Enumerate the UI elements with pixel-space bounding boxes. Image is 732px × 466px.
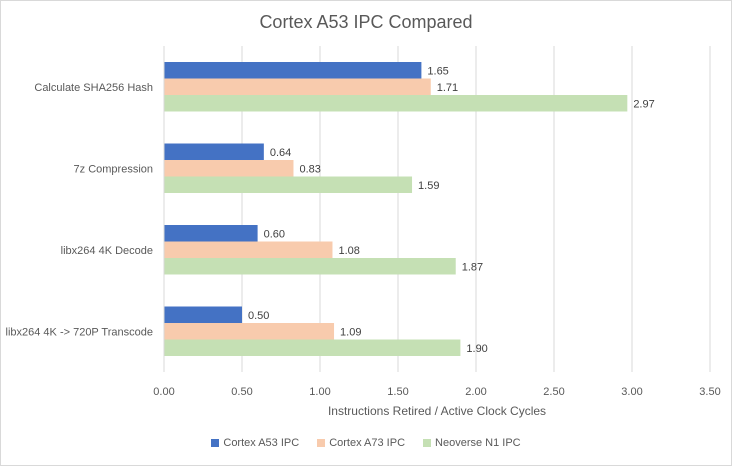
- category-label: libx264 4K Decode: [61, 245, 153, 257]
- category-label: Calculate SHA256 Hash: [34, 82, 153, 94]
- legend-item: Cortex A73 IPC: [317, 437, 405, 449]
- x-tick-label: 1.00: [309, 386, 330, 398]
- category-label: 7z Compression: [74, 163, 153, 175]
- data-label: 1.09: [340, 326, 361, 338]
- bar: [164, 306, 242, 323]
- bar: [164, 339, 461, 356]
- legend-label: Neoverse N1 IPC: [435, 437, 521, 449]
- bar: [164, 241, 333, 258]
- legend: Cortex A53 IPC Cortex A73 IPC Neoverse N1 …: [0, 437, 732, 449]
- x-tick-label: 0.50: [231, 386, 252, 398]
- category-label: libx264 4K -> 720P Transcode: [6, 326, 153, 338]
- data-label: 0.50: [248, 310, 269, 322]
- x-tick-label: 1.50: [387, 386, 408, 398]
- bar: [164, 225, 258, 242]
- data-label: 0.60: [264, 228, 285, 240]
- data-label: 1.65: [427, 65, 448, 77]
- data-label: 2.97: [633, 98, 654, 110]
- legend-item: Neoverse N1 IPC: [423, 437, 521, 449]
- data-label: 0.83: [299, 163, 320, 175]
- bar: [164, 95, 628, 112]
- bar: [164, 160, 294, 177]
- x-tick-label: 2.00: [465, 386, 486, 398]
- legend-label: Cortex A53 IPC: [223, 437, 300, 449]
- bar: [164, 62, 422, 79]
- legend-swatch: [317, 439, 326, 447]
- legend-swatch: [211, 439, 220, 447]
- legend-swatch: [423, 439, 432, 447]
- data-label: 1.71: [437, 82, 458, 94]
- bar: [164, 143, 264, 160]
- x-tick-label: 0.00: [153, 386, 174, 398]
- x-tick-label: 2.50: [543, 386, 564, 398]
- bar: [164, 258, 456, 275]
- chart-title: Cortex A53 IPC Compared: [259, 12, 473, 32]
- data-label: 1.59: [418, 180, 439, 192]
- legend-item: Cortex A53 IPC: [211, 437, 299, 449]
- bar: [164, 176, 413, 193]
- legend-label: Cortex A73 IPC: [329, 437, 406, 449]
- data-label: 1.90: [466, 343, 487, 355]
- data-label: 0.64: [270, 147, 291, 159]
- x-axis-title: Instructions Retired / Active Clock Cycl…: [327, 404, 547, 418]
- data-label: 1.08: [338, 245, 359, 257]
- bar: [164, 323, 335, 340]
- x-tick-label: 3.50: [699, 386, 720, 398]
- x-tick-label: 3.00: [621, 386, 642, 398]
- bar: [164, 78, 431, 95]
- data-label: 1.87: [462, 261, 483, 273]
